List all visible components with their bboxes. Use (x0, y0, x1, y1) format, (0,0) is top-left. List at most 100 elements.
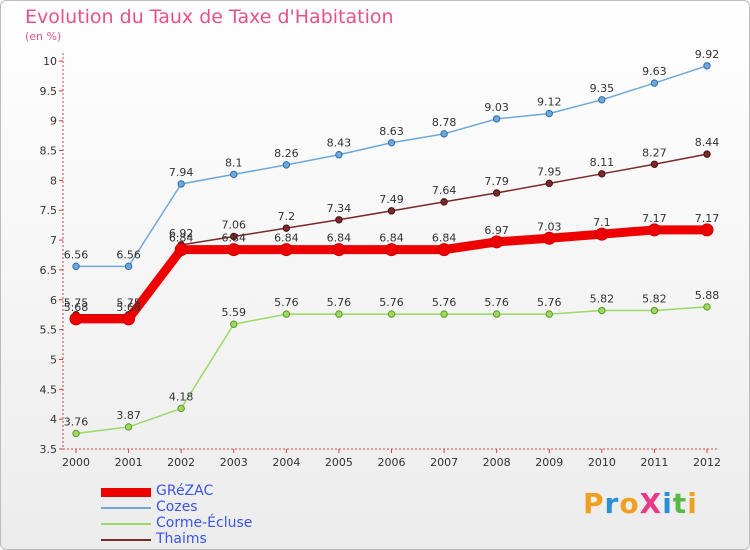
data-point (335, 310, 343, 318)
data-point (282, 224, 291, 232)
legend-swatch-corme-ecluse (101, 523, 151, 525)
data-label: 5.76 (484, 296, 509, 309)
x-tick-label: 2012 (693, 456, 721, 469)
data-label: 5.75 (116, 297, 141, 310)
y-tick-label: 8.5 (40, 145, 58, 158)
data-point (490, 235, 504, 249)
data-point (437, 243, 451, 257)
data-point (700, 223, 714, 237)
y-tick-label: 7 (50, 234, 57, 247)
x-tick-label: 2005 (325, 456, 353, 469)
data-label: 8.63 (379, 125, 404, 138)
data-point (542, 231, 556, 245)
data-point (69, 312, 83, 326)
data-point (72, 262, 80, 271)
x-tick-label: 2011 (640, 456, 668, 469)
data-label: 5.68 (64, 301, 89, 314)
proxiti-logo[interactable]: ProXiti (583, 487, 698, 520)
legend-label-grezac: GRéZAC (156, 483, 214, 499)
data-label: 6.97 (484, 224, 509, 237)
data-point (598, 96, 606, 104)
y-tick-label: 9.5 (40, 85, 58, 98)
data-label: 7.1 (593, 216, 611, 229)
chart-title: Evolution du Taux de Taxe d'Habitation (25, 6, 394, 28)
data-point (650, 79, 659, 87)
x-tick-label: 2010 (588, 456, 616, 469)
data-label: 9.03 (484, 101, 509, 114)
y-tick-label: 5.5 (40, 324, 58, 337)
data-point (177, 404, 185, 413)
legend-swatch-cozes (101, 507, 151, 509)
data-label: 9.12 (537, 96, 562, 109)
data-label: 6.84 (379, 232, 404, 245)
data-label: 7.95 (537, 165, 562, 178)
data-label: 7.17 (642, 212, 667, 225)
data-point (703, 303, 711, 311)
legend-item-thaims: Thaims (101, 531, 301, 547)
data-point (279, 243, 293, 257)
y-tick-label: 6.5 (40, 264, 58, 277)
series-line-2 (75, 306, 708, 435)
data-point (650, 306, 659, 315)
data-label: 9.92 (695, 48, 720, 61)
data-point (387, 310, 396, 318)
data-label: 6.56 (116, 248, 141, 261)
data-point (124, 262, 133, 271)
chart-subtitle: (en %) (25, 30, 62, 43)
data-point (230, 232, 238, 241)
data-point (703, 62, 711, 70)
data-label: 6.84 (169, 232, 194, 245)
x-tick-label: 2009 (535, 456, 563, 469)
data-point (545, 179, 553, 188)
data-label: 5.76 (537, 296, 562, 309)
data-label: 7.94 (169, 166, 194, 179)
data-point (230, 320, 238, 328)
data-point (387, 207, 396, 215)
data-point (335, 216, 343, 224)
data-label: 7.2 (278, 210, 296, 223)
data-label: 8.44 (695, 136, 720, 149)
legend-item-grezac: GRéZAC (101, 483, 301, 499)
data-point (595, 227, 609, 241)
data-label: 6.84 (222, 232, 247, 245)
y-tick-label: 3.5 (40, 443, 58, 456)
y-tick-label: 10 (43, 55, 57, 68)
data-label: 8.26 (274, 147, 299, 160)
legend-label-cozes: Cozes (156, 499, 198, 515)
data-label: 5.82 (590, 293, 615, 306)
logo-letter: r (604, 487, 620, 520)
data-label: 7.79 (484, 175, 509, 188)
data-label: 9.35 (590, 82, 615, 95)
data-label: 8.43 (327, 137, 352, 150)
data-label: 3.76 (64, 415, 89, 428)
data-point (335, 151, 343, 159)
logo-letter: t (672, 487, 688, 520)
data-label: 6.56 (64, 248, 89, 261)
data-point (598, 306, 606, 315)
data-label: 8.78 (432, 116, 457, 129)
data-point (647, 223, 661, 237)
legend-label-thaims: Thaims (156, 531, 207, 547)
logo-letter: o (619, 487, 640, 520)
data-label: 5.88 (695, 289, 720, 302)
y-tick-label: 7.5 (40, 204, 58, 217)
y-tick-label: 9 (50, 115, 57, 128)
logo-letter: P (583, 487, 605, 520)
data-point (650, 160, 659, 168)
logo-letter: i (687, 487, 698, 520)
x-tick-label: 2001 (115, 456, 143, 469)
data-point (387, 139, 396, 147)
data-label: 6.92 (169, 227, 194, 240)
data-label: 6.84 (274, 232, 299, 245)
data-point (492, 310, 501, 318)
data-point (598, 170, 606, 178)
x-tick-label: 2004 (272, 456, 300, 469)
x-tick-label: 2008 (483, 456, 511, 469)
y-tick-label: 8 (50, 174, 57, 187)
data-point (440, 310, 448, 318)
x-tick-label: 2003 (220, 456, 248, 469)
data-label: 5.68 (116, 301, 141, 314)
y-tick-label: 4.5 (40, 383, 58, 396)
